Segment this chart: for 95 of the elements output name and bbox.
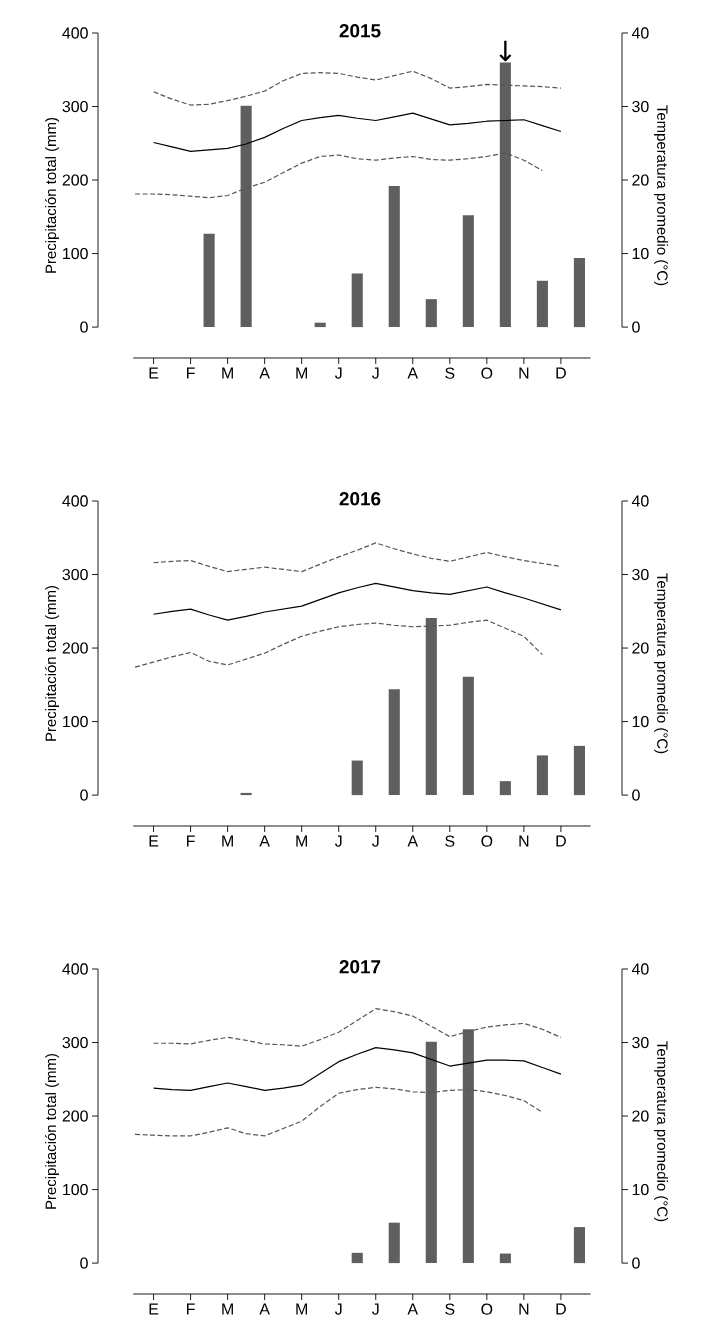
bar (536, 755, 548, 796)
y-tick-label: 300 (62, 100, 88, 113)
x-tick-label: A (407, 835, 419, 847)
y-tick-label: 100 (63, 1183, 88, 1196)
x-tick-label: A (407, 367, 419, 379)
x-tick-label: A (259, 1303, 270, 1315)
y2-tick-label: 30 (632, 100, 649, 113)
y-tick-label: 100 (63, 715, 88, 728)
x-tick-label: O (481, 835, 493, 847)
y2-tick-label: 30 (632, 1036, 649, 1049)
y-axis-title: Precipitación total (mm) (44, 585, 60, 741)
bar (499, 1253, 511, 1264)
bar (462, 215, 474, 328)
chart-title: 2016 (339, 492, 381, 506)
y2-tick-label: 10 (632, 715, 649, 728)
bar (573, 1227, 585, 1264)
x-tick-label: J (334, 1303, 342, 1315)
y-tick-label: 0 (80, 321, 88, 333)
y-tick-label: 400 (62, 27, 88, 39)
x-tick-label: F (187, 835, 195, 847)
y2-tick-label: 40 (631, 963, 649, 975)
x-tick-label: N (519, 835, 529, 847)
x-tick-label: M (222, 367, 233, 379)
x-tick-label: E (149, 1303, 159, 1315)
bar (351, 760, 363, 796)
y-tick-label: 400 (62, 963, 88, 975)
y2-tick-label: 10 (632, 247, 649, 260)
bar (388, 1222, 400, 1264)
y2-tick-label: 20 (632, 642, 649, 654)
chart-title: 2017 (339, 960, 381, 974)
bar (203, 233, 215, 328)
x-tick-label: J (372, 367, 379, 379)
chart-title: 2015 (339, 24, 381, 38)
y2-tick-label: 20 (632, 174, 649, 186)
x-tick-label: J (334, 367, 342, 379)
y-tick-label: 0 (80, 789, 88, 801)
y-tick-label: 0 (80, 1257, 88, 1269)
y2-tick-label: 0 (632, 789, 640, 801)
x-tick-label: F (187, 1303, 195, 1315)
x-tick-label: D (556, 367, 566, 379)
y2-axis-title: Temperatura promedio (°C) (654, 1041, 669, 1222)
y2-tick-label: 20 (632, 1110, 649, 1122)
x-tick-label: O (481, 367, 493, 379)
y2-axis-title: Temperatura promedio (°C) (654, 573, 669, 754)
x-tick-label: S (445, 1303, 455, 1315)
y2-tick-label: 0 (632, 321, 640, 333)
bar (388, 185, 400, 328)
bar (351, 1252, 363, 1264)
x-tick-label: A (259, 835, 270, 847)
y2-tick-label: 0 (632, 1257, 640, 1269)
x-tick-label: O (481, 1303, 493, 1315)
y2-tick-label: 40 (631, 27, 649, 39)
x-tick-label: M (222, 835, 233, 847)
y-tick-label: 200 (62, 1110, 88, 1122)
bar (351, 273, 363, 328)
bar (536, 280, 548, 328)
bar (573, 745, 585, 796)
x-tick-label: N (519, 367, 529, 379)
y-tick-label: 300 (62, 568, 88, 581)
x-tick-label: M (222, 1303, 233, 1315)
x-tick-label: M (296, 1303, 308, 1315)
bar (388, 689, 400, 796)
x-tick-label: F (187, 367, 195, 379)
x-tick-label: N (519, 1303, 529, 1315)
x-tick-label: S (445, 835, 455, 847)
y2-axis-title: Temperatura promedio (°C) (654, 105, 669, 286)
y-axis-title: Precipitación total (mm) (44, 117, 60, 273)
x-tick-label: E (149, 835, 159, 847)
y2-tick-label: 40 (631, 495, 649, 507)
x-tick-label: M (296, 835, 308, 847)
bar (425, 299, 437, 328)
y-tick-label: 300 (62, 1036, 88, 1049)
y-tick-label: 200 (62, 642, 88, 654)
y-tick-label: 200 (62, 174, 88, 186)
x-tick-label: J (372, 835, 379, 847)
bar (240, 792, 252, 796)
y-tick-label: 400 (62, 495, 88, 507)
x-tick-label: S (445, 367, 455, 379)
x-tick-label: D (556, 835, 566, 847)
x-tick-label: J (372, 1303, 379, 1315)
bar (573, 257, 585, 328)
x-tick-label: M (296, 367, 308, 379)
x-tick-label: A (259, 367, 270, 379)
x-tick-label: D (556, 1303, 566, 1315)
x-tick-label: A (407, 1303, 419, 1315)
x-tick-label: J (334, 835, 342, 847)
annotation: ↓ (499, 40, 512, 62)
y-axis-title: Precipitación total (mm) (44, 1053, 60, 1209)
bar (314, 322, 326, 328)
x-tick-label: E (149, 367, 159, 379)
y2-tick-label: 10 (632, 1183, 649, 1196)
bar (499, 781, 511, 796)
y-tick-label: 100 (63, 247, 88, 260)
bar (462, 676, 474, 796)
y2-tick-label: 30 (632, 568, 649, 581)
